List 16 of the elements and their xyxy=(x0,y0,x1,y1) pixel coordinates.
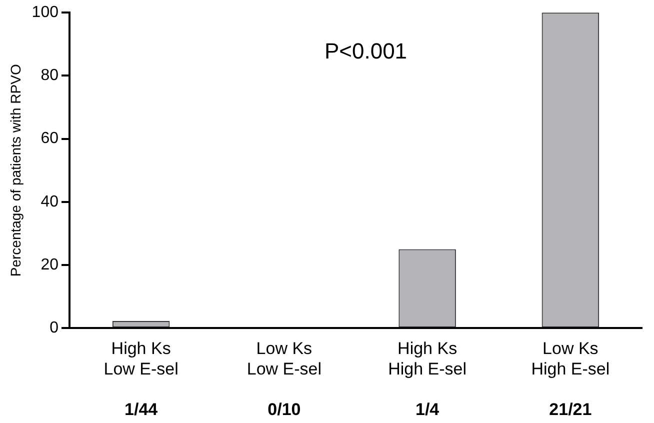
text: 1/44 xyxy=(124,400,158,419)
text: 1/4 xyxy=(415,400,440,419)
y-axis-title: Percentage of patients with RPVO xyxy=(7,64,24,277)
y-tick-label: 40 xyxy=(40,193,59,210)
text: 21/21 xyxy=(549,400,592,419)
x-tick-label: High Ks Low E-sel xyxy=(104,339,178,378)
annotation: P<0.001 xyxy=(324,38,408,64)
y-tick-label: 20 xyxy=(40,256,59,274)
y-tick-label: 80 xyxy=(40,67,59,84)
x-tick-label: Low Ks High E-sel xyxy=(531,339,610,378)
text: 0/10 xyxy=(268,400,301,419)
y-tick-label: 60 xyxy=(40,130,59,148)
x-tick-label: Low Ks Low E-sel xyxy=(246,339,322,378)
y-tick-label: 0 xyxy=(50,320,59,337)
y-tick-label: 100 xyxy=(32,4,59,22)
x-tick-label: High Ks High E-sel xyxy=(388,339,467,378)
